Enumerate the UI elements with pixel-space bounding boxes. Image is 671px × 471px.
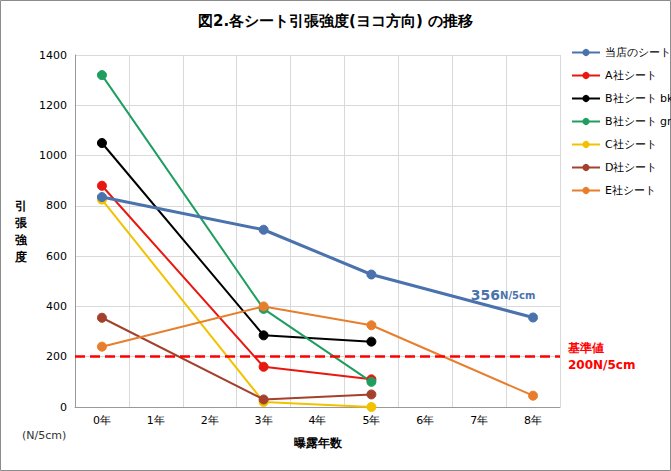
svg-text:D社シート: D社シート — [605, 161, 657, 174]
svg-text:0: 0 — [60, 401, 67, 414]
svg-text:800: 800 — [46, 199, 67, 212]
svg-text:強: 強 — [15, 233, 28, 247]
svg-text:1200: 1200 — [39, 99, 67, 112]
svg-text:1年: 1年 — [147, 414, 165, 427]
svg-text:(N/5cm): (N/5cm) — [22, 429, 66, 442]
svg-text:400: 400 — [46, 300, 67, 313]
svg-text:200: 200 — [46, 350, 67, 363]
svg-text:3年: 3年 — [255, 414, 273, 427]
svg-text:基準値: 基準値 — [567, 341, 604, 355]
svg-text:5年: 5年 — [362, 414, 380, 427]
svg-text:356: 356 — [470, 287, 500, 304]
svg-text:8年: 8年 — [524, 414, 542, 427]
svg-text:図2.各シート引張強度(ヨコ方向) の推移: 図2.各シート引張強度(ヨコ方向) の推移 — [198, 12, 473, 30]
svg-text:7年: 7年 — [470, 414, 488, 427]
svg-text:C社シート: C社シート — [605, 138, 657, 151]
svg-text:N/5cm: N/5cm — [500, 290, 535, 301]
svg-text:A社シート: A社シート — [605, 69, 657, 82]
svg-text:4年: 4年 — [309, 414, 327, 427]
svg-text:E社シート: E社シート — [605, 184, 656, 197]
svg-text:6年: 6年 — [416, 414, 434, 427]
svg-text:1400: 1400 — [39, 49, 67, 62]
svg-text:引: 引 — [15, 199, 27, 213]
svg-text:0年: 0年 — [93, 414, 111, 427]
svg-text:B社シート bk: B社シート bk — [605, 92, 671, 105]
svg-text:200N/5cm: 200N/5cm — [568, 358, 635, 372]
svg-text:1000: 1000 — [39, 149, 67, 162]
svg-text:張: 張 — [15, 216, 28, 230]
svg-text:当店のシート: 当店のシート — [605, 46, 671, 59]
svg-text:B社シート gr: B社シート gr — [605, 115, 671, 128]
svg-text:2年: 2年 — [201, 414, 219, 427]
svg-text:度: 度 — [14, 250, 27, 264]
svg-text:600: 600 — [46, 250, 67, 263]
svg-text:曝露年数: 曝露年数 — [294, 436, 343, 450]
